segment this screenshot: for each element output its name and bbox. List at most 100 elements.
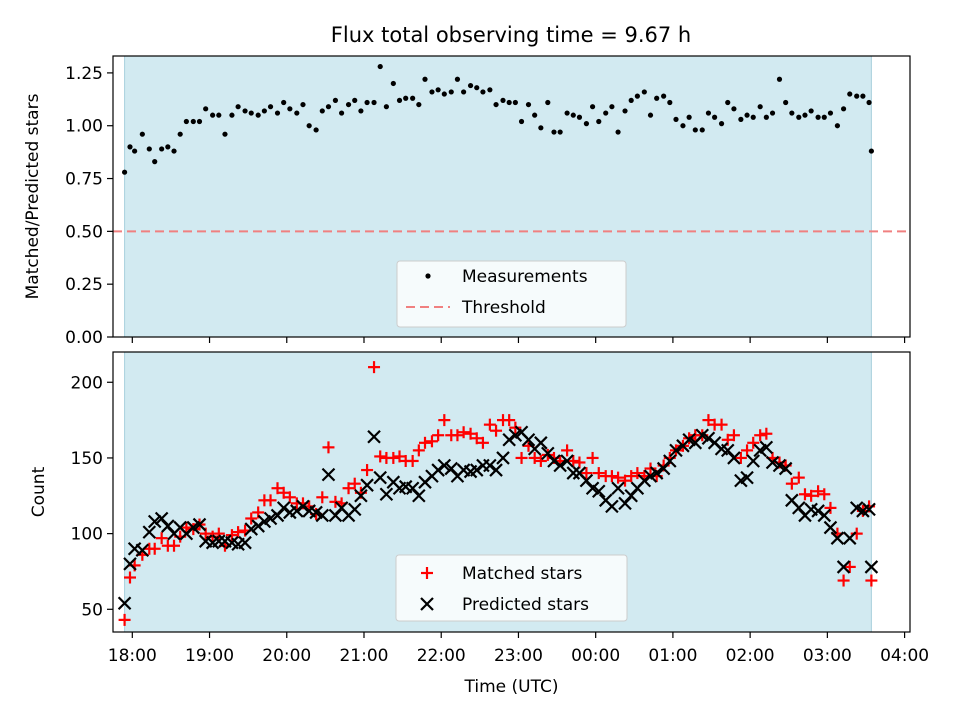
matched-star-marker xyxy=(573,456,586,469)
measurement-point xyxy=(868,148,874,154)
predicted-star-marker-b xyxy=(444,461,459,476)
predicted-star-marker-b xyxy=(579,473,594,488)
matched-star-marker xyxy=(451,429,464,442)
measurement-point xyxy=(783,99,789,106)
measurement-point xyxy=(686,114,692,120)
matched-star-marker xyxy=(592,467,605,480)
predicted-star-marker-b xyxy=(521,433,536,447)
measurement-point xyxy=(358,108,364,114)
measurement-point xyxy=(757,104,763,110)
predicted-star-marker xyxy=(836,560,851,574)
matched-star-marker xyxy=(393,450,406,463)
predicted-star-marker xyxy=(547,454,561,468)
measurement-point xyxy=(338,110,345,116)
legend-measurements-label: Measurements xyxy=(462,267,588,287)
predicted-star-marker-b xyxy=(192,517,207,532)
matched-star-marker xyxy=(567,454,580,467)
predicted-stars-points xyxy=(117,425,879,611)
predicted-star-marker-b xyxy=(553,458,567,473)
measurement-point xyxy=(448,89,454,95)
matched-star-marker xyxy=(425,435,438,448)
predicted-star-marker xyxy=(727,451,741,465)
predicted-star-marker-b xyxy=(830,531,845,545)
predicted-star-marker-b xyxy=(496,451,510,465)
predicted-star-marker-b xyxy=(123,557,137,571)
measurement-point xyxy=(763,114,769,120)
x-tick-label: 02:00 xyxy=(726,646,775,666)
matched-star-marker xyxy=(798,488,811,501)
measurement-point xyxy=(429,89,435,95)
measurement-point xyxy=(718,121,725,127)
predicted-star-marker xyxy=(649,466,664,480)
measurement-point xyxy=(551,129,557,135)
measurement-point xyxy=(403,95,409,101)
y-tick-label: 200 xyxy=(71,373,103,393)
measurement-point xyxy=(641,89,647,95)
predicted-star-marker xyxy=(135,543,150,558)
predicted-star-marker-b xyxy=(251,519,265,533)
predicted-star-marker xyxy=(437,458,452,473)
measurement-point xyxy=(377,63,383,70)
predicted-star-marker-b xyxy=(759,440,774,455)
matched-star-marker xyxy=(387,451,400,464)
measurement-point xyxy=(248,110,254,116)
measurement-point xyxy=(808,108,814,114)
predicted-star-marker-b xyxy=(547,454,561,468)
measurement-point xyxy=(345,101,352,108)
x-tick-label: 04:00 xyxy=(880,646,929,666)
measurement-point xyxy=(705,110,712,116)
predicted-star-marker-b xyxy=(720,443,735,458)
x-tick-label: 01:00 xyxy=(648,646,697,666)
measurement-point xyxy=(538,125,544,131)
predicted-star-marker xyxy=(746,454,761,468)
predicted-star-marker-b xyxy=(198,534,213,548)
bottom-x-axis: 18:00 19:00 20:00 21:00 22:00 23:00 00:00 01:00… xyxy=(108,632,929,666)
predicted-star-marker xyxy=(701,431,716,446)
figure-title: Flux total observing time = 9.67 h xyxy=(331,23,691,47)
predicted-star-marker-b xyxy=(663,454,677,468)
measurement-point xyxy=(332,97,339,103)
predicted-star-marker xyxy=(560,454,574,468)
measurement-point xyxy=(281,99,287,106)
matched-star-marker xyxy=(374,450,387,463)
predicted-star-marker xyxy=(321,467,336,482)
predicted-star-marker-b xyxy=(862,502,876,517)
measurement-point xyxy=(821,114,827,120)
measurement-point xyxy=(827,110,834,116)
measurement-point xyxy=(306,123,312,129)
measurement-point xyxy=(493,101,499,108)
predicted-star-marker-b xyxy=(161,519,175,533)
predicted-star-marker-b xyxy=(740,470,754,485)
predicted-star-marker-b xyxy=(541,446,555,461)
measurement-point xyxy=(609,104,615,110)
predicted-star-marker-b xyxy=(142,525,157,539)
x-tick-label: 20:00 xyxy=(262,646,311,666)
measurement-point xyxy=(840,106,847,112)
y-tick-label: 100 xyxy=(71,525,103,545)
measurement-point xyxy=(177,131,183,137)
predicted-star-marker-b xyxy=(321,467,336,482)
legend-predicted-label: Predicted stars xyxy=(462,595,589,615)
predicted-star-marker xyxy=(431,463,445,477)
x-tick-label: 18:00 xyxy=(108,646,157,666)
measurement-point xyxy=(132,148,138,154)
measurement-point xyxy=(467,82,474,89)
measurement-point xyxy=(319,108,325,114)
predicted-star-marker xyxy=(263,511,278,526)
measurement-point xyxy=(196,118,203,125)
matched-star-marker xyxy=(342,482,355,495)
predicted-star-marker xyxy=(238,535,252,550)
measurement-point xyxy=(203,106,209,112)
matched-star-marker xyxy=(412,444,425,457)
measurement-point xyxy=(267,104,274,110)
bottom-x-axis-label: Time (UTC) xyxy=(464,677,559,697)
predicted-star-marker-b xyxy=(379,487,394,502)
predicted-star-marker-b xyxy=(347,502,362,517)
predicted-star-marker xyxy=(489,463,503,477)
measurement-point xyxy=(371,99,377,106)
top-measurement-points xyxy=(121,63,874,175)
measurement-point xyxy=(680,123,686,129)
predicted-star-marker xyxy=(553,458,567,473)
predicted-star-marker xyxy=(811,504,825,518)
matched-star-marker xyxy=(850,527,863,540)
